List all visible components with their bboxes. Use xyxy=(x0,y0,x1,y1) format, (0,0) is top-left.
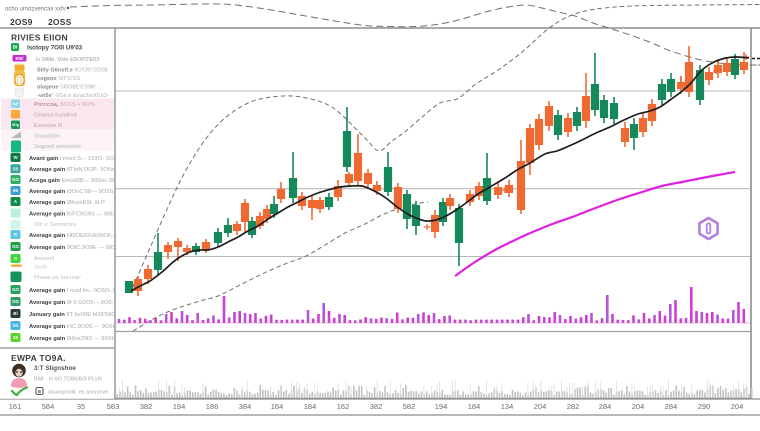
svg-text:2OSS: 2OSS xyxy=(48,17,72,27)
svg-text:Average gain K/FC9O9S --- 90E: Average gain K/FC9O9S --- 90E e. 7l9F9 xyxy=(29,211,137,217)
svg-text:382: 382 xyxy=(370,402,383,411)
svg-text:290: 290 xyxy=(698,402,711,411)
svg-text:164: 164 xyxy=(271,402,284,411)
svg-text:Average gain l road lln.- 9O5O: Average gain l road lln.- 9O5O-,0O99O xyxy=(29,288,132,294)
svg-text:January gain 9T bv09E bO8'59C: January gain 9T bv09E bO8'59C = 9O5Ct9 xyxy=(29,312,142,318)
svg-text:186: 186 xyxy=(206,402,219,411)
svg-text:eogeoe SlT'U'SS: eogeoe SlT'U'SS xyxy=(37,76,80,82)
svg-text:162: 162 xyxy=(337,402,350,411)
svg-text:asuvoprook .es anxryove: asuvoprook .es anxryove xyxy=(48,390,108,396)
svg-text:GG: GG xyxy=(12,244,19,249)
svg-text:SS: SS xyxy=(13,166,19,171)
svg-text:26: 26 xyxy=(13,335,18,340)
svg-text:Average gain 8TtoN'OOP- 9O5sc: Average gain 8TtoN'OOP- 9O5sc E5O9M xyxy=(29,167,138,173)
svg-text:lv 9Alfe. Vste E5OP2'E03: lv 9Alfe. Vste E5OP2'E03 xyxy=(36,57,99,63)
svg-text:161: 161 xyxy=(9,402,22,411)
svg-text:184: 184 xyxy=(304,402,317,411)
svg-text:EWPA TO9A.: EWPA TO9A. xyxy=(11,353,66,363)
svg-text:194: 194 xyxy=(435,402,448,411)
svg-text:282: 282 xyxy=(567,402,580,411)
svg-text:Average gain 9t 6.G0O9.--,9O5-: Average gain 9t 6.G0O9.--,9O5-- bO5O9M xyxy=(29,300,141,306)
svg-text:382: 382 xyxy=(140,402,153,411)
svg-text:O9! a: Summmins: O9! a: Summmins xyxy=(34,222,77,228)
svg-text:Phase ya 'surcoal': Phase ya 'surcoal' xyxy=(34,275,81,281)
svg-text:Bl: Bl xyxy=(13,311,17,316)
svg-text:Acega gain Emod0B.-- 99Soc.0E5: Acega gain Emod0B.-- 99Soc.0E59M xyxy=(29,178,127,184)
svg-text:Porccoa, SSSS + 9O%: Porccoa, SSSS + 9O% xyxy=(34,102,95,108)
svg-text:Average gain 9BvscE9t. 9t.P: Average gain 9BvscE9t. 9t.P xyxy=(29,200,105,206)
svg-text:96: 96 xyxy=(13,188,18,193)
svg-text:A: A xyxy=(14,199,18,204)
svg-text:Average gain 0t9vs29lS --- 99S: Average gain 0t9vs29lS --- 99St9-,9O5O9O xyxy=(29,336,144,342)
svg-text:OG: OG xyxy=(12,299,19,304)
svg-text:Average gain t0OoC'08--- 9O2S-: Average gain t0OoC'08--- 9O2S-,6O99M xyxy=(29,189,136,195)
svg-text:9Og: 9Og xyxy=(12,123,19,127)
svg-text:Shapation: Shapation xyxy=(34,134,60,140)
svg-text:Average gain Hl9OE02vE0bOF,-./: Average gain Hl9OE02vE0bOF,-./F.09T9 xyxy=(29,233,135,239)
svg-text:Segond umoocion: Segond umoocion xyxy=(34,144,81,150)
svg-text:582: 582 xyxy=(403,402,416,411)
svg-text:BMl - H-9O 7O86/8/3 PLsN: BMl - H-9O 7O86/8/3 PLsN xyxy=(34,377,102,383)
svg-text:O: O xyxy=(14,256,18,261)
svg-text:204: 204 xyxy=(632,402,645,411)
svg-text:GO: GO xyxy=(12,287,19,292)
svg-text:184: 184 xyxy=(468,402,481,411)
svg-text:SG: SG xyxy=(12,323,19,328)
svg-text:-vn5e' -0Git.e &oaUlsct0Ut3-: -vn5e' -0Git.e &oaUlsct0Ut3- xyxy=(37,93,109,99)
svg-text:Aroaond: Aroaond xyxy=(34,256,54,262)
svg-text:ocho umdzvencax xxfs: ocho umdzvencax xxfs xyxy=(5,7,66,13)
svg-text:284: 284 xyxy=(599,402,612,411)
svg-text:Silty G6nstf.e 9O'O9'/'2O08: Silty G6nstf.e 9O'O9'/'2O08 xyxy=(37,68,108,74)
svg-text:Average gain FtC,9O0S --- 9O5C: Average gain FtC,9O0S --- 9O5Ct,6O99T9 xyxy=(29,324,141,330)
svg-text:384: 384 xyxy=(239,402,252,411)
svg-text:194: 194 xyxy=(173,402,186,411)
svg-text:134: 134 xyxy=(501,402,514,411)
svg-text:B: B xyxy=(38,389,41,394)
svg-text:Avant gain l moct S.-- 193O- S: Avant gain l moct S.-- 193O- SO5OlM xyxy=(29,156,128,162)
svg-text:Sccle: Sccle xyxy=(34,265,47,271)
svg-text:2OS9: 2OS9 xyxy=(10,17,33,27)
svg-text:204: 204 xyxy=(731,402,744,411)
svg-text:W: W xyxy=(13,155,18,160)
svg-text:ologeoe Sl0O8E'ES9lK -: ologeoe Sl0O8E'ES9lK - xyxy=(37,85,99,91)
svg-text:Cexpos hundred: Cexpos hundred xyxy=(34,113,77,119)
svg-text:583: 583 xyxy=(107,402,120,411)
svg-text:584: 584 xyxy=(42,402,55,411)
svg-text:Exercise R: Exercise R xyxy=(34,123,62,129)
svg-text:GO: GO xyxy=(12,177,19,182)
svg-text:Isotopy 7O0l U9'03: Isotopy 7O0l U9'03 xyxy=(27,45,83,52)
svg-text:Average gain 9OtC,9O9E --- 99S: Average gain 9OtC,9O9E --- 99SO-,8O99O xyxy=(29,245,143,251)
svg-text:BI: BI xyxy=(13,45,18,50)
svg-text:204: 204 xyxy=(534,402,547,411)
svg-text:RIVIES EIION: RIVIES EIION xyxy=(11,33,68,43)
svg-text:ElEl: ElEl xyxy=(16,56,24,61)
svg-text:284: 284 xyxy=(665,402,678,411)
svg-text:35: 35 xyxy=(77,402,85,411)
svg-text:R: R xyxy=(14,232,18,237)
svg-text:3:T Slignshoe: 3:T Slignshoe xyxy=(34,365,76,372)
